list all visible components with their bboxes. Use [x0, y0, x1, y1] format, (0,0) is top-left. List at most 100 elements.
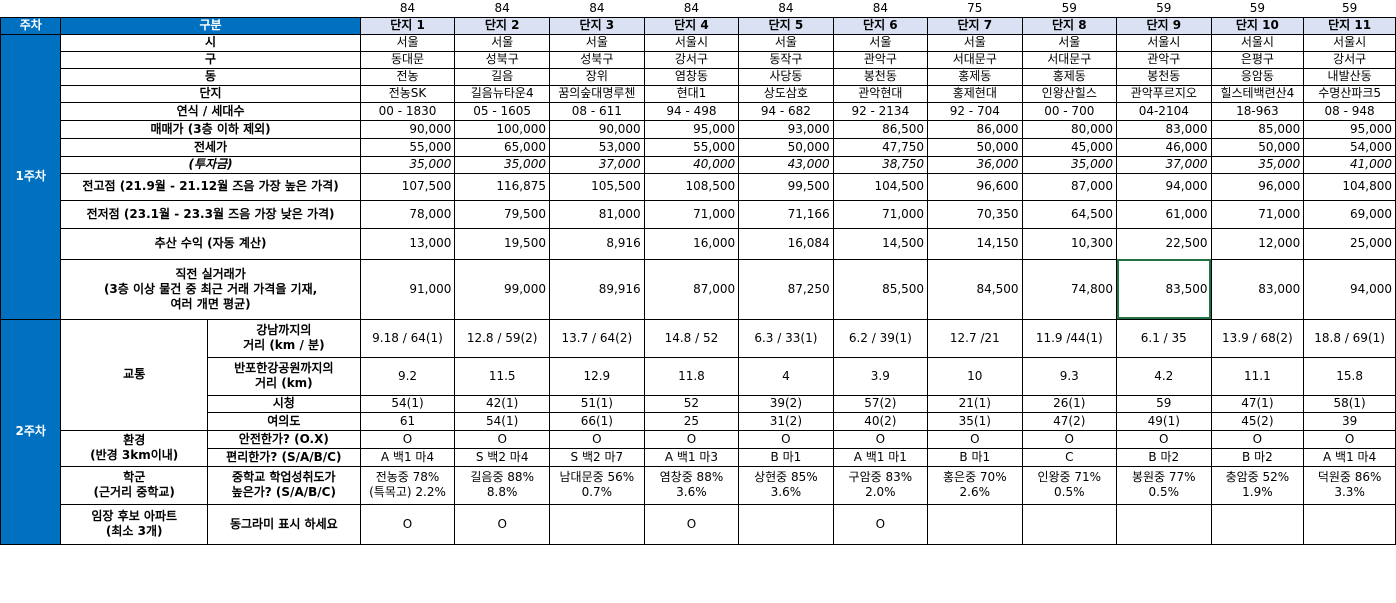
size-cell[interactable]: 84 [399, 1, 416, 16]
low-label[interactable]: 전저점 (23.1월 - 23.3월 즈음 가장 낮은 가격) [60, 199, 361, 229]
year-label[interactable]: 연식 / 세대수 [60, 101, 361, 121]
name-cell[interactable]: 관악푸르지오 [1116, 84, 1212, 103]
safe-cell[interactable]: O [1021, 429, 1118, 449]
low-cell[interactable]: 71,000 [832, 199, 929, 229]
banpo-label[interactable]: 반포한강공원까지의 거리 (km) [206, 356, 361, 396]
dong-cell[interactable]: 홍제동 [1021, 67, 1118, 86]
sale-cell[interactable]: 83,000 [1116, 119, 1212, 139]
low-cell[interactable]: 71,166 [738, 199, 834, 229]
sale-cell[interactable]: 93,000 [738, 119, 834, 139]
dong-cell[interactable]: 장위 [548, 67, 645, 86]
district-cell[interactable]: 동대문 [359, 50, 456, 69]
conv-cell[interactable]: B 마1 [738, 447, 834, 467]
name-cell[interactable]: 길음뉴타운4 [454, 84, 550, 103]
jeonse-cell[interactable]: 55,000 [643, 137, 740, 157]
school-cell[interactable]: 구암중 83% 2.0% [832, 465, 929, 505]
size-cell[interactable]: 75 [967, 1, 983, 16]
cityhall-cell[interactable]: 39(2) [738, 394, 834, 413]
high-cell[interactable]: 116,875 [454, 172, 550, 201]
high-cell[interactable]: 96,000 [1210, 172, 1305, 201]
district-cell[interactable]: 강서구 [1303, 50, 1396, 69]
city-cell[interactable]: 서울시 [643, 33, 740, 52]
cityhall-cell[interactable]: 47(1) [1210, 394, 1305, 413]
invest-cell[interactable]: 37,000 [548, 155, 645, 174]
complex-header[interactable]: 단지 2 [454, 16, 550, 35]
category-header[interactable]: 구분 [60, 16, 361, 35]
yeouido-cell[interactable]: 54(1) [454, 411, 550, 431]
conv-cell[interactable]: A 백1 마4 [359, 447, 456, 467]
city-cell[interactable]: 서울 [738, 33, 834, 52]
district-cell[interactable]: 서대문구 [1021, 50, 1118, 69]
traffic-label[interactable]: 교통 [60, 318, 208, 431]
school-criteria-label[interactable]: 중학교 학업성취도가 높은가? (S/A/B/C) [206, 465, 361, 505]
jeonse-cell[interactable]: 47,750 [832, 137, 929, 157]
profit-cell[interactable]: 25,000 [1303, 227, 1396, 260]
safe-cell[interactable]: O [454, 429, 550, 449]
jeonse-cell[interactable]: 50,000 [1210, 137, 1305, 157]
jeonse-cell[interactable]: 55,000 [359, 137, 456, 157]
env-label[interactable]: 환경 (반경 3km이내) [60, 429, 208, 467]
invest-cell[interactable]: 35,000 [1210, 155, 1305, 174]
conv-cell[interactable]: A 백1 마1 [832, 447, 929, 467]
week1-label[interactable]: 1주차 [0, 33, 62, 320]
profit-cell[interactable]: 14,150 [927, 227, 1023, 260]
safe-cell[interactable]: O [927, 429, 1023, 449]
cityhall-cell[interactable]: 21(1) [927, 394, 1023, 413]
recent-label[interactable]: 직전 실거래가 (3층 이상 물건 중 최근 거래 가격을 기재, 여러 개면 평균… [60, 258, 361, 320]
gangnam-cell[interactable]: 12.7 /21 [927, 318, 1023, 358]
profit-cell[interactable]: 14,500 [832, 227, 929, 260]
year-cell[interactable]: 18-963 [1210, 101, 1305, 121]
recent-cell[interactable]: 99,000 [454, 258, 550, 320]
school-cell[interactable]: 충암중 52% 1.9% [1210, 465, 1305, 505]
yeouido-cell[interactable]: 39 [1303, 411, 1396, 431]
visit-cell[interactable] [548, 503, 645, 545]
banpo-cell[interactable]: 10 [927, 356, 1023, 396]
gangnam-cell[interactable]: 13.7 / 64(2) [548, 318, 645, 358]
name-cell[interactable]: 상도삼호 [738, 84, 834, 103]
jeonse-cell[interactable]: 46,000 [1116, 137, 1212, 157]
complex-header[interactable]: 단지 5 [738, 16, 834, 35]
city-cell[interactable]: 서울 [1021, 33, 1118, 52]
gangnam-label[interactable]: 강남까지의 거리 (km / 분) [206, 318, 361, 358]
cityhall-cell[interactable]: 52 [643, 394, 740, 413]
year-cell[interactable]: 04-2104 [1116, 101, 1212, 121]
yeouido-cell[interactable]: 47(2) [1021, 411, 1118, 431]
conv-cell[interactable]: B 마2 [1116, 447, 1212, 467]
high-cell[interactable]: 108,500 [643, 172, 740, 201]
recent-cell[interactable]: 91,000 [359, 258, 456, 320]
complex-header[interactable]: 단지 4 [643, 16, 740, 35]
high-cell[interactable]: 105,500 [548, 172, 645, 201]
yeouido-cell[interactable]: 31(2) [738, 411, 834, 431]
year-cell[interactable]: 94 - 682 [738, 101, 834, 121]
dong-cell[interactable]: 염창동 [643, 67, 740, 86]
recent-cell[interactable]: 89,916 [548, 258, 645, 320]
dong-cell[interactable]: 봉천동 [1116, 67, 1212, 86]
banpo-cell[interactable]: 3.9 [832, 356, 929, 396]
dong-cell[interactable]: 길음 [454, 67, 550, 86]
visit-label[interactable]: 임장 후보 아파트 (최소 3개) [60, 503, 208, 545]
school-label[interactable]: 학군 (근거리 중학교) [60, 465, 208, 505]
banpo-cell[interactable]: 11.5 [454, 356, 550, 396]
low-cell[interactable]: 71,000 [1210, 199, 1305, 229]
jeonse-cell[interactable]: 50,000 [738, 137, 834, 157]
school-cell[interactable]: 인왕중 71% 0.5% [1021, 465, 1118, 505]
blank-cell[interactable] [1, 0, 61, 17]
district-cell[interactable]: 관악구 [1116, 50, 1212, 69]
city-cell[interactable]: 서울 [832, 33, 929, 52]
yeouido-cell[interactable]: 40(2) [832, 411, 929, 431]
district-cell[interactable]: 서대문구 [927, 50, 1023, 69]
sale-cell[interactable]: 85,000 [1210, 119, 1305, 139]
safe-label[interactable]: 안전한가? (O.X) [206, 429, 361, 449]
cityhall-label[interactable]: 시청 [206, 394, 361, 413]
cityhall-cell[interactable]: 51(1) [548, 394, 645, 413]
complex-header[interactable]: 단지 11 [1303, 16, 1396, 35]
yeouido-cell[interactable]: 25 [643, 411, 740, 431]
invest-cell[interactable]: 35,000 [454, 155, 550, 174]
city-cell[interactable]: 서울 [359, 33, 456, 52]
safe-cell[interactable]: O [1116, 429, 1212, 449]
jeonse-cell[interactable]: 50,000 [927, 137, 1023, 157]
sale-cell[interactable]: 95,000 [1303, 119, 1396, 139]
low-cell[interactable]: 79,500 [454, 199, 550, 229]
district-cell[interactable]: 성북구 [548, 50, 645, 69]
invest-cell[interactable]: 35,000 [359, 155, 456, 174]
